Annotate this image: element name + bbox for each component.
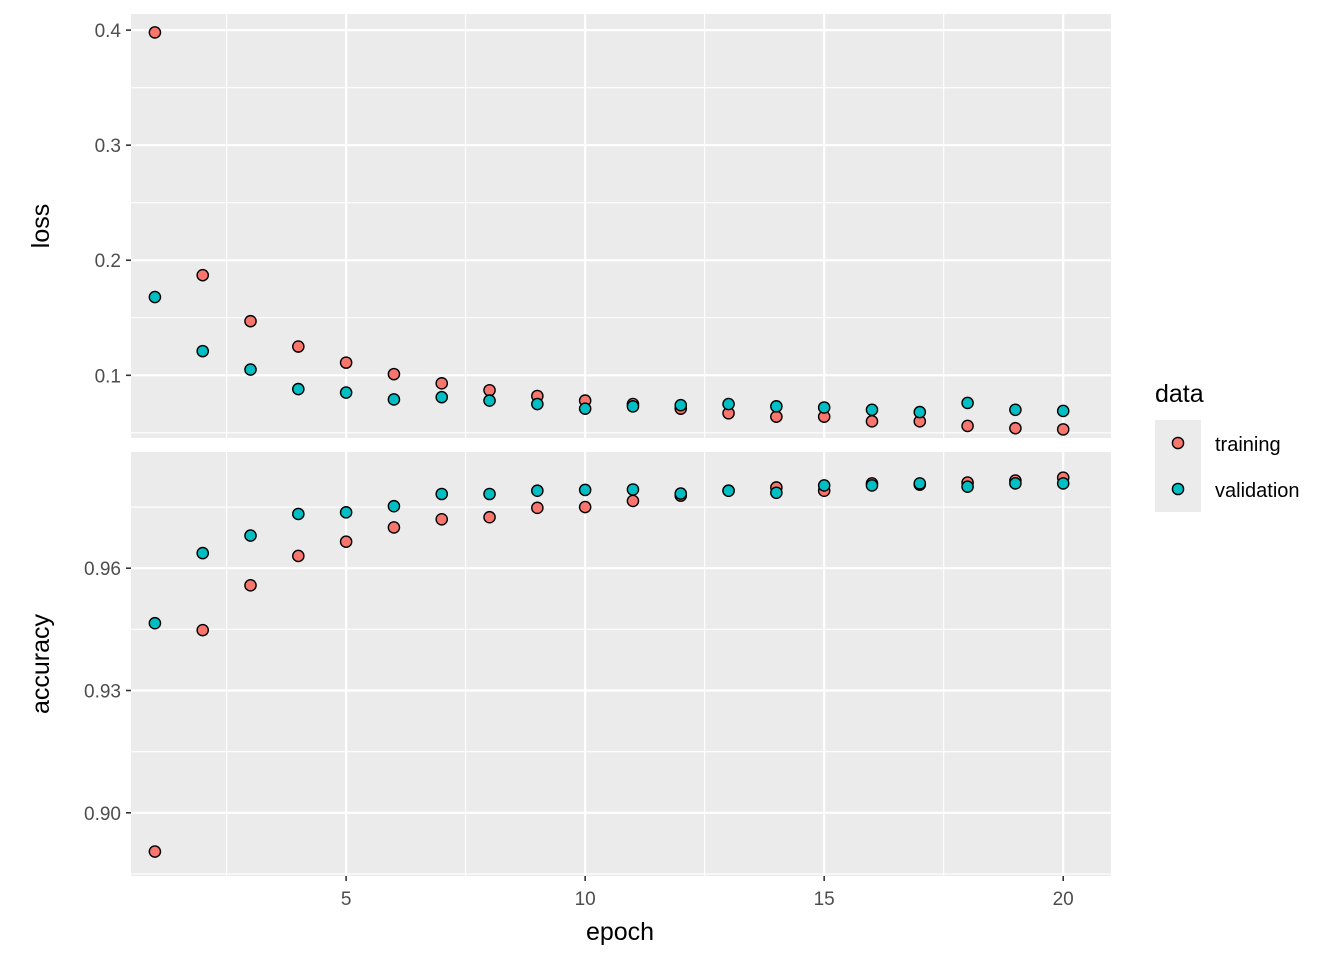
x-tick-label: 20 — [1053, 889, 1074, 910]
data-point-validation — [961, 396, 974, 410]
data-point-validation — [626, 483, 640, 496]
data-point-training — [435, 512, 449, 526]
data-point-validation — [770, 486, 783, 500]
data-point-training — [865, 415, 879, 428]
legend-label-training: training — [1215, 434, 1281, 456]
data-point-training — [387, 367, 401, 381]
data-point-validation — [196, 344, 210, 358]
data-point-validation — [435, 487, 449, 501]
data-point-validation — [1056, 477, 1070, 490]
data-point-training — [483, 383, 496, 397]
data-point-training — [435, 377, 449, 390]
data-point-validation — [148, 616, 162, 630]
data-point-training — [770, 410, 783, 424]
data-point-validation — [196, 546, 210, 560]
data-point-validation — [865, 403, 879, 417]
data-point-validation — [531, 484, 544, 498]
series-validation — [148, 290, 1070, 419]
x-tick-label: 15 — [814, 889, 835, 910]
series-validation — [148, 477, 1070, 630]
data-point-training — [626, 494, 640, 508]
data-point-training — [531, 501, 544, 515]
data-point-validation — [292, 507, 305, 521]
data-point-validation — [244, 529, 257, 542]
data-point-training — [339, 356, 353, 369]
y-tick-label: 0.4 — [95, 21, 122, 42]
x-tick-label: 5 — [341, 889, 352, 910]
legend-marker-training — [1171, 436, 1185, 450]
panel-background — [131, 14, 1111, 438]
data-point-validation — [817, 479, 831, 492]
data-point-validation — [531, 397, 544, 411]
data-point-validation — [770, 400, 783, 413]
y-tick-label: 0.96 — [84, 559, 121, 580]
y-tick-label: 0.3 — [95, 136, 121, 157]
data-point-validation — [1009, 477, 1022, 490]
data-point-validation — [148, 290, 162, 304]
chart-panels: 0.1 0.2 0.3 0.4 0.90 0.93 0.96 — [84, 14, 1111, 876]
data-point-training — [244, 314, 257, 328]
data-point-training — [196, 623, 210, 637]
data-point-validation — [483, 487, 496, 501]
data-point-training — [1056, 423, 1070, 436]
data-point-training — [578, 500, 592, 514]
y-axis-title-accuracy: accuracy — [27, 613, 55, 714]
data-point-validation — [817, 401, 831, 414]
data-point-training — [292, 549, 305, 563]
legend-label-validation: validation — [1215, 480, 1300, 502]
data-point-validation — [865, 479, 879, 492]
data-point-validation — [1009, 403, 1022, 417]
legend-title: data — [1155, 380, 1204, 408]
y-tick-label: 0.90 — [84, 804, 121, 825]
data-point-validation — [913, 405, 927, 419]
data-point-training — [244, 579, 257, 592]
data-point-validation — [339, 506, 353, 519]
data-point-training — [339, 535, 353, 548]
y-tick-label: 0.93 — [84, 682, 121, 703]
data-point-validation — [722, 397, 735, 411]
data-point-validation — [626, 400, 640, 413]
data-point-validation — [387, 393, 401, 406]
panel-background — [131, 452, 1111, 876]
data-point-validation — [578, 483, 592, 497]
data-point-training — [961, 419, 974, 433]
data-point-validation — [387, 499, 401, 513]
data-point-validation — [339, 386, 353, 399]
data-point-validation — [483, 394, 496, 407]
data-point-validation — [292, 382, 305, 396]
data-point-training — [292, 340, 305, 353]
data-point-training — [148, 26, 162, 39]
series-training — [148, 26, 1070, 436]
x-tick-label: 10 — [575, 889, 596, 910]
data-point-training — [1009, 421, 1022, 435]
legend-marker-validation — [1171, 482, 1185, 496]
data-point-validation — [435, 390, 449, 404]
y-tick-label: 0.1 — [95, 366, 121, 387]
x-axis-title: epoch — [586, 918, 654, 946]
data-point-validation — [674, 487, 688, 500]
data-point-validation — [1056, 404, 1070, 418]
data-point-validation — [722, 484, 735, 498]
y-axis-title-loss: loss — [27, 204, 55, 248]
data-point-training — [387, 521, 401, 534]
legend: data training validation — [1155, 380, 1300, 512]
y-tick-label: 0.2 — [95, 251, 121, 272]
panel-accuracy: 0.90 0.93 0.96 — [84, 452, 1111, 876]
data-point-validation — [244, 363, 257, 376]
data-point-training — [148, 845, 162, 858]
panel-loss: 0.1 0.2 0.3 0.4 — [95, 14, 1111, 438]
data-point-validation — [674, 398, 688, 412]
data-point-validation — [961, 480, 974, 493]
data-point-training — [483, 510, 496, 524]
data-point-training — [196, 268, 210, 282]
data-point-validation — [578, 402, 592, 415]
x-axis: 5 10 15 20 — [341, 876, 1074, 910]
data-point-validation — [913, 477, 927, 490]
